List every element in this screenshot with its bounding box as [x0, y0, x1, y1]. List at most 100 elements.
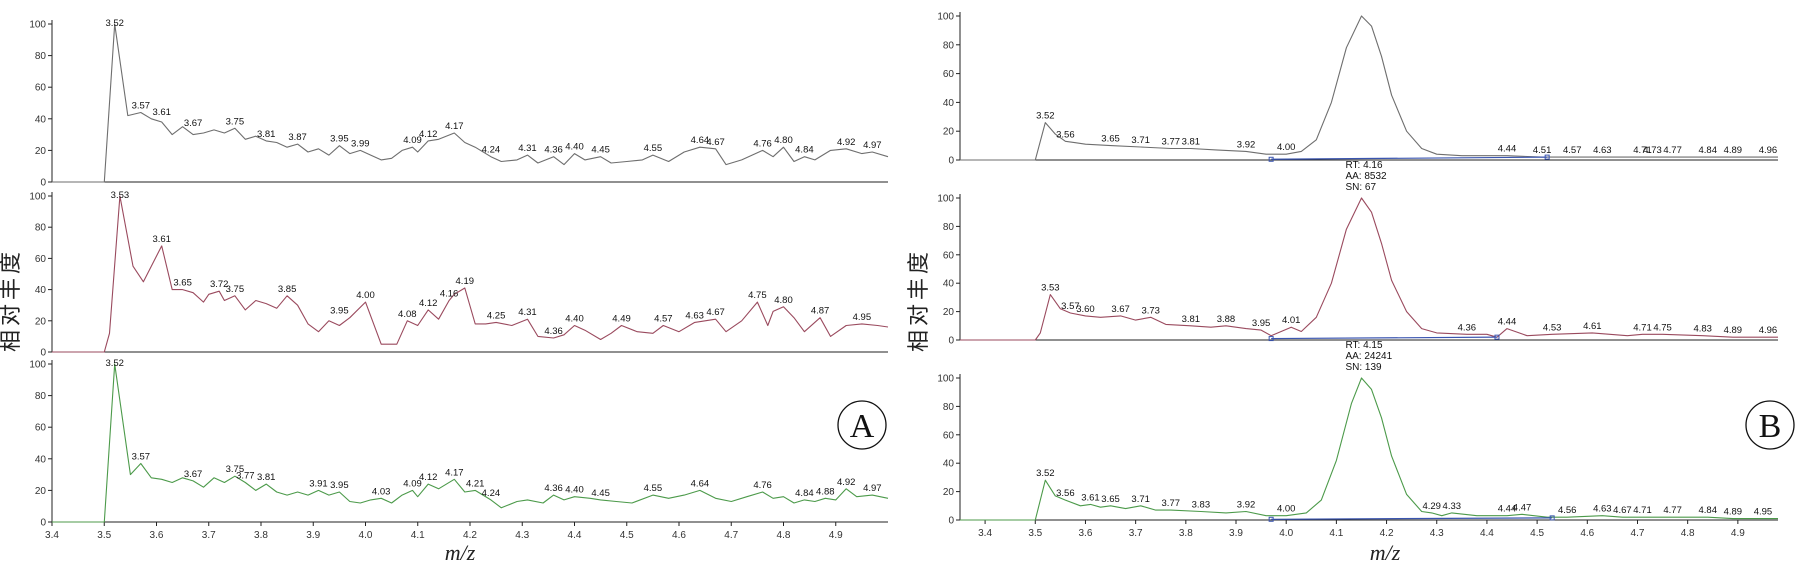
panel-a-row1-peak-label: 3.81: [257, 129, 276, 140]
panel-b-row3-peak-label: 4.89: [1724, 507, 1743, 518]
panel-b-row3-peak-label: 4.84: [1698, 505, 1717, 516]
panel-a-row1-peak-label: 4.80: [774, 135, 793, 146]
panel-a-row3-xtick-label: 4.2: [463, 530, 477, 541]
panel-a-row3-xtick-label: 3.8: [254, 530, 268, 541]
panel-b-row1-baseline-marker: [1544, 154, 1550, 160]
panel-a-row3-xtick-label: 4.6: [672, 530, 686, 541]
panel-a-row2-peak-label: 4.19: [456, 276, 475, 287]
panel-a-row2-peak-label: 4.57: [654, 313, 673, 324]
panel-a-row2-peak-label: 3.65: [173, 278, 192, 289]
panel-a-row3-xtick-label: 4.9: [829, 530, 843, 541]
panel-b-row2-series-line: [960, 197, 1778, 341]
panel-a-row1-peak-label: 3.52: [105, 18, 124, 29]
panel-b-row1-peak-label: 4.00: [1277, 142, 1296, 153]
panel-b-row1-peak-label: 4.51: [1533, 145, 1552, 156]
panel-a-row1-peak-label: 4.09: [403, 135, 422, 146]
panel-b-row2-peak-label: 4.83: [1693, 324, 1712, 335]
panel-a-row2-series-line: [52, 195, 889, 353]
panel-a-row3-ytick-label: 20: [35, 486, 47, 497]
panel-b-row2-peak-label: 4.89: [1724, 325, 1743, 336]
panel-a-row3-peak-label: 3.57: [132, 452, 151, 463]
panel-b-row1-peak-label: 4.44: [1498, 144, 1517, 155]
panel-b-row3-xtick-label: 3.7: [1129, 528, 1143, 539]
panel-a-row2-peak-label: 4.08: [398, 309, 417, 320]
panel-b-row3-peak-label: 4.71: [1633, 505, 1652, 516]
panel-b-row3-ytick-label: 40: [943, 459, 955, 470]
panel-a-row3-xtick-label: 3.7: [202, 530, 216, 541]
panel-b-row2-peak-label: 3.73: [1141, 305, 1160, 316]
panel-a-row1-peak-label: 4.36: [544, 145, 563, 156]
panel-a-row1-chart: 0 20 40 60 80 100 3.52 3.573.61 3.67 3.75 3.81 3.87…: [29, 18, 889, 189]
panel-b-row3-peak-label: 3.52: [1036, 468, 1055, 479]
panel-a-row3-xtick-label: 3.4: [45, 530, 59, 541]
panel-b-row2-ytick-label: 20: [943, 307, 955, 318]
panel-a-row1-peak-label: 4.17: [445, 121, 464, 132]
panel-b-row3-xtick-label: 3.6: [1079, 528, 1093, 539]
panel-b-row3-ytick-label: 80: [943, 402, 955, 413]
panel-b-row1-ytick-label: 20: [943, 127, 955, 138]
panel-a-row3-xtick-label: 4.0: [359, 530, 373, 541]
panel-b-row3-chart: 0 20 40 60 80 100 3.4 3.5 3.6 3.7 3.8 3.9 4.0 4.1 4.2 4…: [937, 340, 1778, 539]
panel-b-row1-chart: 0 20 40 60 80 100 3.523.56 3.65 3.71 3.77 3.81 3.92…: [937, 12, 1778, 167]
panel-a-row3-peak-label: 4.24: [482, 488, 501, 499]
panel-a-row2-peak-label: 4.36: [544, 326, 563, 337]
panel-a-row3-series-line: [52, 363, 889, 523]
panel-a-row2-peak-label: 4.40: [565, 313, 584, 324]
panel-a-row1-ytick-label: 80: [35, 51, 47, 62]
panel-b-row1-ytick-label: 0: [948, 156, 954, 167]
panel-b-row1-series-line: [960, 15, 1778, 161]
panel-a-row3-peak-label: 3.77: [236, 471, 255, 482]
panel-a-row2-peak-label: 4.49: [612, 313, 631, 324]
panel-b-row1-peak-label: 4.84: [1698, 145, 1717, 156]
panel-a-row3-ytick-label: 0: [40, 518, 46, 529]
panel-b-row1-peak-label: 3.52: [1036, 111, 1055, 122]
panel-b-row3-peak-label: 4.33: [1443, 501, 1462, 512]
panel-a-row1-peak-label: 4.40: [565, 142, 584, 153]
panel-a-row2-peak-label: 3.75: [226, 284, 245, 295]
panel-b-row3-xtick-label: 4.7: [1631, 528, 1645, 539]
panel-b-row2-peak-label: 4.53: [1543, 322, 1562, 333]
panel-b-row3-xtick-label: 4.4: [1480, 528, 1494, 539]
panel-b-row3-peak-label: 4.56: [1558, 505, 1577, 516]
panel-b-row3-baseline-marker: [1268, 516, 1274, 522]
panel-a-row3-xtick-label: 4.3: [515, 530, 529, 541]
panel-b-row2-ytick-label: 80: [943, 222, 955, 233]
x-axis-label-right: m/z: [1370, 540, 1401, 565]
panel-a-row3-ytick-label: 100: [29, 360, 46, 371]
panel-b-row2-peak-label: 3.60: [1076, 304, 1095, 315]
panel-a-row2-peak-label: 3.61: [152, 234, 171, 245]
panel-b-row2-peak-label: 3.67: [1111, 304, 1130, 315]
y-axis-label-right: 相对丰度: [907, 248, 932, 352]
panel-a-row2-ytick-label: 100: [29, 192, 46, 203]
panel-b-row2-baseline-marker: [1494, 334, 1500, 340]
panel-b-row2-peak-label: 4.36: [1458, 322, 1477, 333]
panel-b-row3-peak-label: 4.95: [1754, 507, 1773, 518]
panel-a-row1-peak-label: 4.97: [863, 140, 882, 151]
panel-b-row1-peak-label: 3.77: [1162, 136, 1181, 147]
panel-b-row3-peak-label: 3.77: [1162, 498, 1181, 509]
panel-a-row2-ytick-label: 80: [35, 223, 47, 234]
panel-a-row2-peak-label: 3.95: [330, 306, 349, 317]
panel-b-row3-xtick-label: 4.1: [1329, 528, 1343, 539]
panel-a-row1-peak-label: 3.95: [330, 134, 349, 145]
panel-b-row2-peak-label: 3.81: [1182, 314, 1201, 325]
panel-a-row1-peak-label: 4.84: [795, 145, 814, 156]
panel-a-row2-peak-label: 4.12: [419, 298, 438, 309]
panel-a-row2-peak-label: 4.75: [748, 290, 767, 301]
panel-a-row2-peak-label: 3.85: [278, 284, 297, 295]
panel-a-row3-peak-label: 4.84: [795, 488, 814, 499]
panel-b-row2-peak-label: 3.95: [1252, 318, 1271, 329]
panel-a-row3-peak-label: 4.76: [753, 480, 772, 491]
panel-b-row1-peak-label: 4.89: [1724, 145, 1743, 156]
panel-b-row2-peak-label: 4.96: [1759, 325, 1778, 336]
panel-b-row3-baseline: [1271, 517, 1553, 520]
panel-a-row3-xtick-label: 4.4: [568, 530, 582, 541]
panel-a-row3-xtick-label: 4.8: [777, 530, 791, 541]
panel-a-row1-peak-label: 4.12: [419, 129, 438, 140]
panel-a-row3-xtick-label: 3.5: [97, 530, 111, 541]
panel-a-row1-peak-label: 3.57: [132, 100, 151, 111]
panel-a-row1-peak-label: 4.67: [706, 137, 725, 148]
panel-b-row3-annotation-line: RT: 4.15: [1345, 340, 1382, 351]
panel-b-row3-ytick-label: 100: [937, 374, 954, 385]
panel-a-row1-peak-label: 4.76: [753, 138, 772, 149]
